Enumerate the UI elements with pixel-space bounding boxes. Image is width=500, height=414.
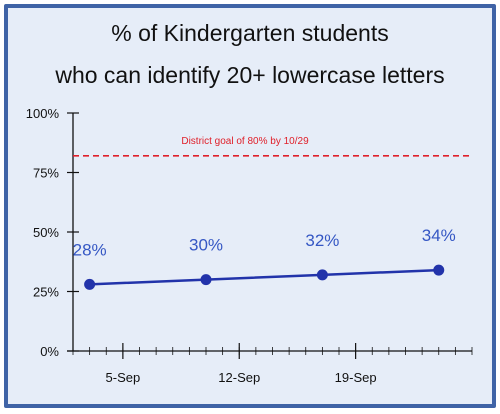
chart-title-line-2: who can identify 20+ lowercase letters (55, 62, 445, 88)
series-line (89, 268, 439, 286)
data-point (316, 269, 328, 281)
y-tick-label: 25% (33, 285, 59, 300)
data-label: 32% (305, 231, 339, 250)
data-point (84, 278, 96, 290)
data-point (200, 274, 212, 286)
x-tick-label: 5-Sep (106, 370, 141, 385)
y-tick-label: 100% (26, 106, 60, 121)
data-label: 30% (189, 236, 223, 255)
y-tick-label: 50% (33, 225, 59, 240)
data-label: 34% (422, 226, 456, 245)
data-label: 28% (73, 240, 107, 259)
y-tick-label: 0% (40, 344, 59, 359)
data-point (433, 264, 445, 276)
y-tick-label: 75% (33, 166, 59, 181)
goal-label: District goal of 80% by 10/29 (181, 136, 309, 147)
chart-title-line-1: % of Kindergarten students (111, 20, 389, 46)
x-tick-label: 12-Sep (218, 370, 260, 385)
chart-frame (4, 4, 496, 408)
x-tick-label: 19-Sep (335, 370, 377, 385)
